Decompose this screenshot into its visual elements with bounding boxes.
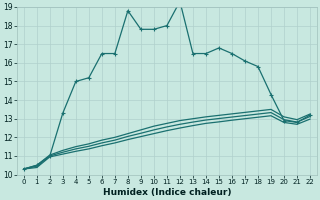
X-axis label: Humidex (Indice chaleur): Humidex (Indice chaleur) (103, 188, 231, 197)
